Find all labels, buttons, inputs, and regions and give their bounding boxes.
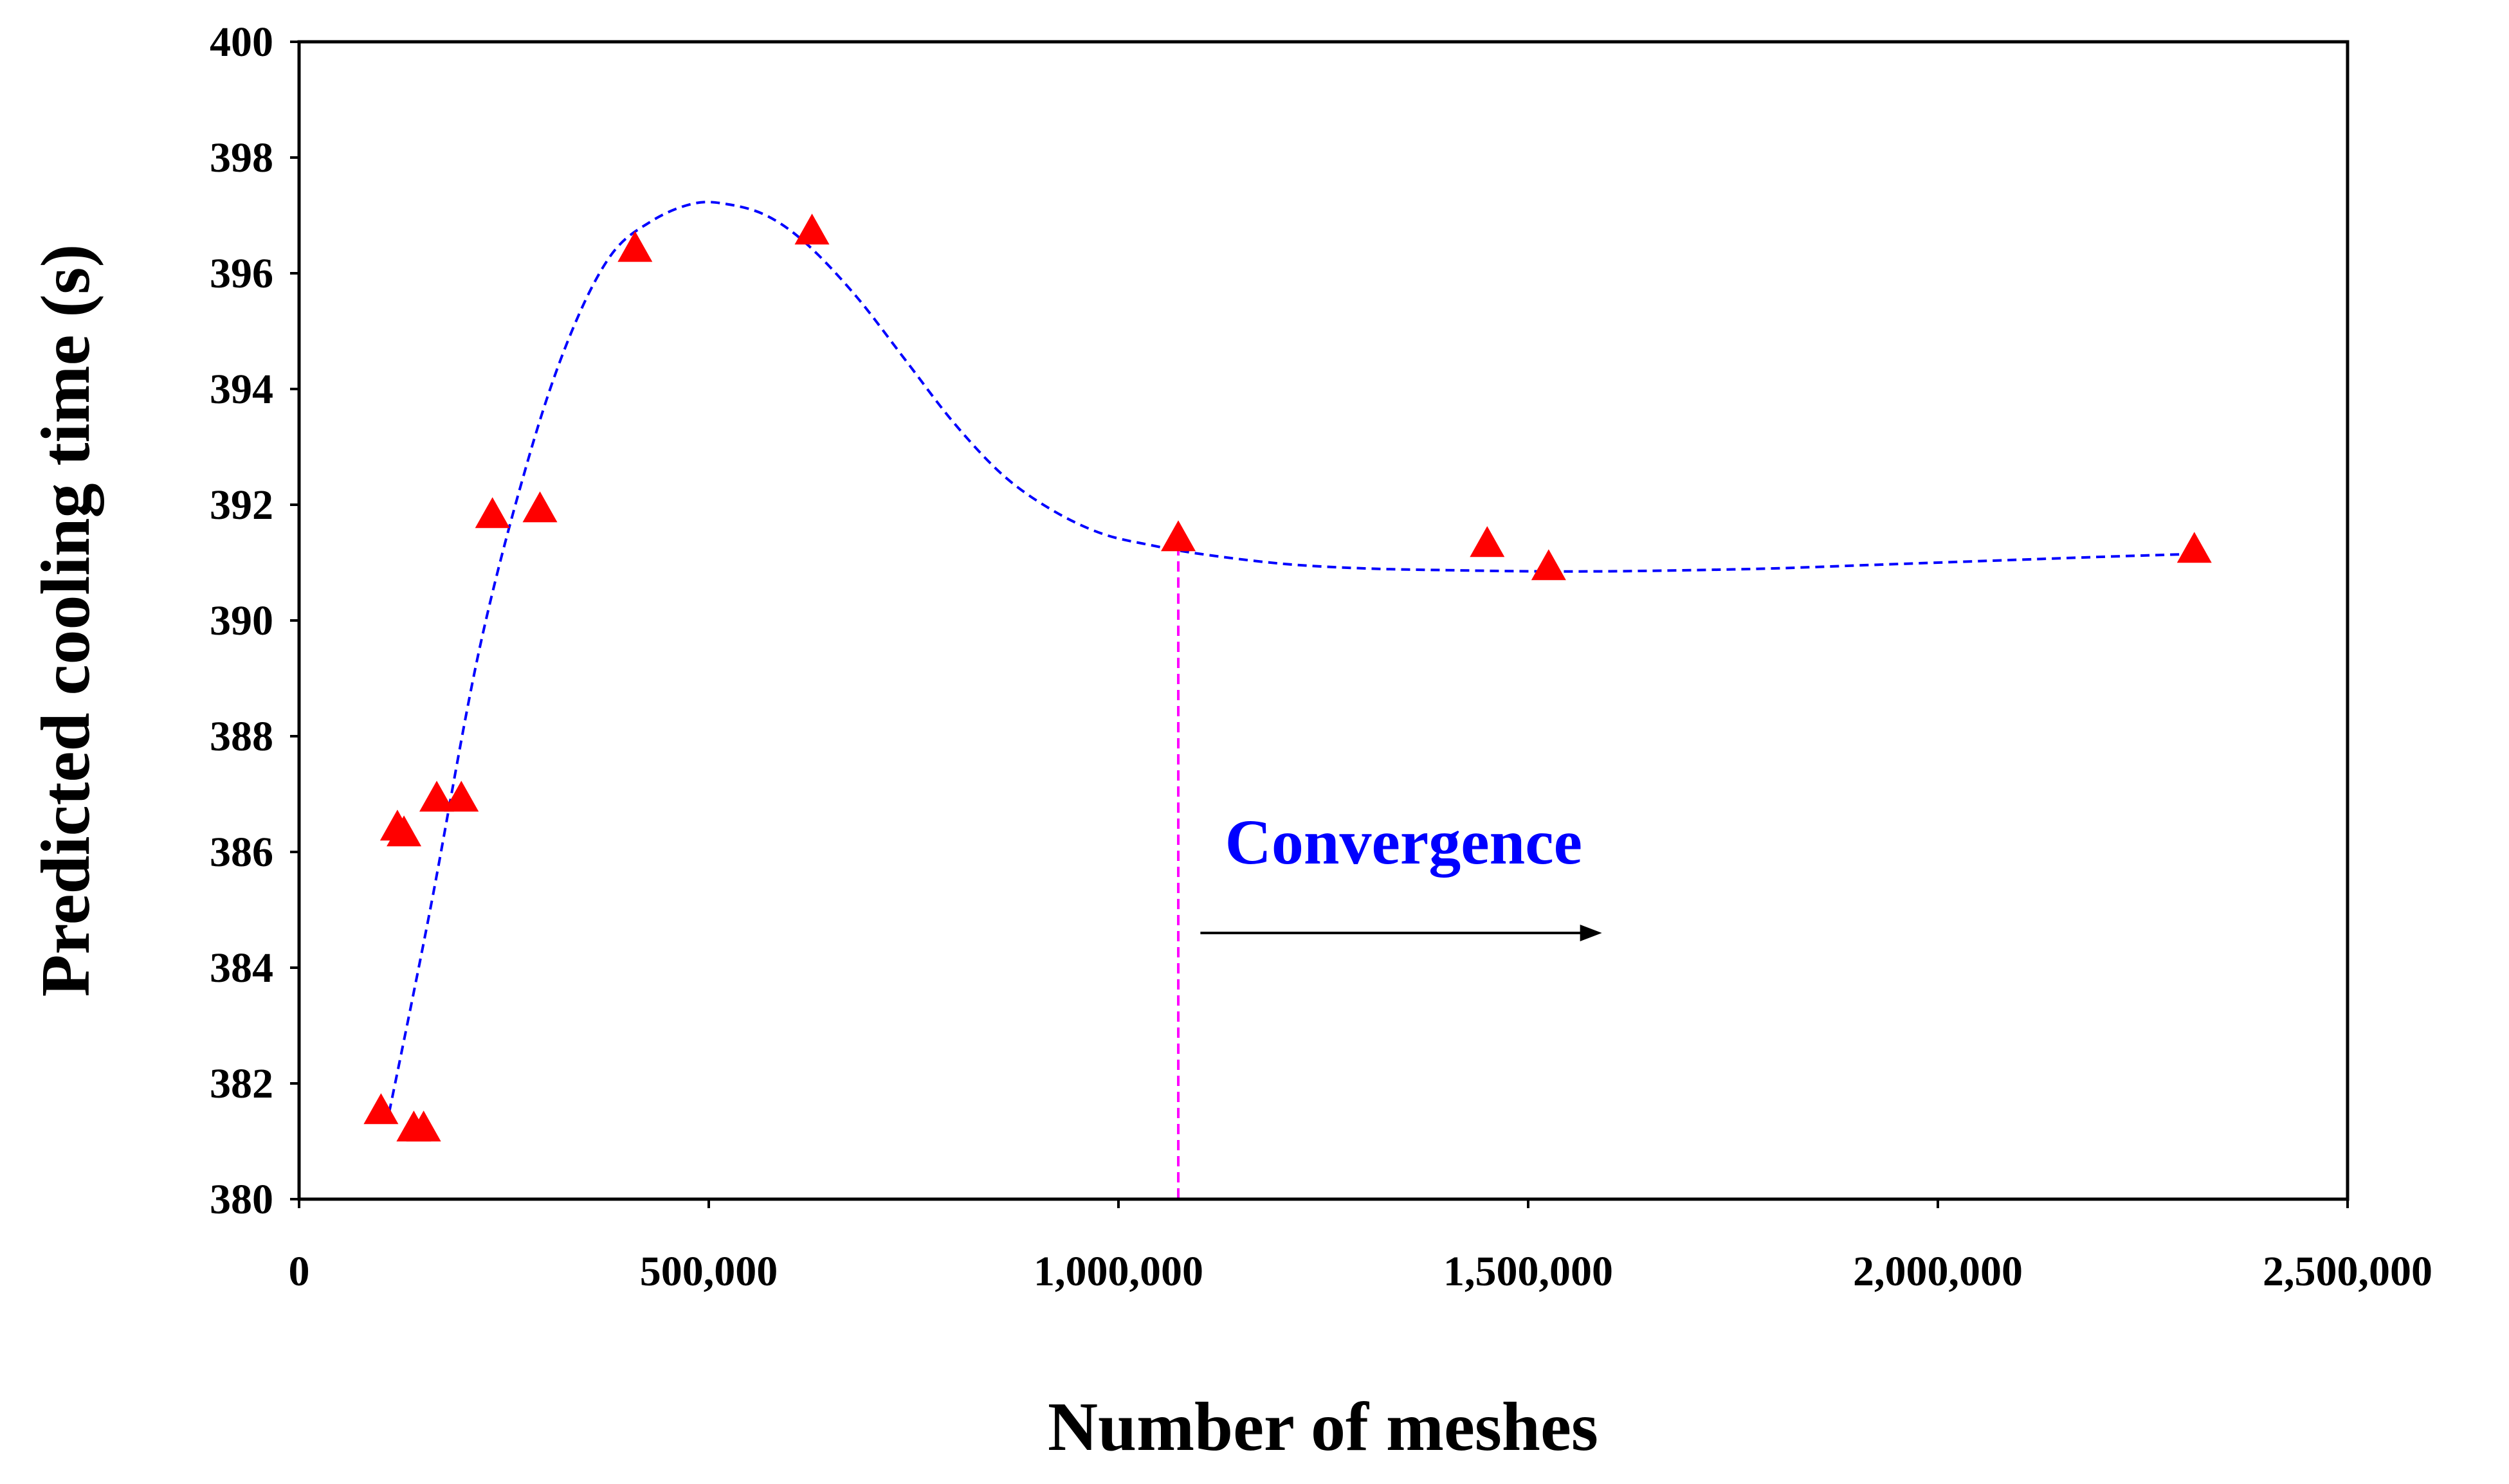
x-tick-label: 500,000	[640, 1248, 778, 1295]
data-point-triangle	[617, 231, 653, 262]
x-tick-label: 2,000,000	[1853, 1248, 2023, 1295]
y-tick-label: 380	[210, 1176, 273, 1223]
data-point-triangle	[444, 781, 479, 812]
x-tick-label: 2,500,000	[2263, 1248, 2432, 1295]
annotation-layer: Convergence	[1177, 545, 1602, 1199]
data-point-triangle	[475, 497, 510, 529]
data-point-triangle	[1470, 526, 1505, 557]
marker-layer	[363, 213, 2212, 1142]
data-point-triangle	[387, 815, 422, 847]
data-point-triangle	[794, 213, 830, 245]
y-tick-label: 400	[210, 19, 273, 66]
convergence-arrow-head	[1580, 925, 1602, 941]
convergence-label: Convergence	[1225, 806, 1582, 878]
y-tick-label: 398	[210, 134, 273, 181]
data-point-triangle	[2176, 532, 2212, 563]
x-tick-label: 1,500,000	[1443, 1248, 1613, 1295]
x-tick-label: 1,000,000	[1034, 1248, 1203, 1295]
y-tick-label: 392	[210, 482, 273, 529]
data-point-triangle	[419, 781, 455, 812]
y-axis-title: Predicted cooling time (s)	[28, 244, 104, 997]
trend-curve	[388, 201, 2194, 1113]
y-tick-label: 394	[210, 366, 273, 413]
plot-area-frame	[297, 40, 2349, 1201]
data-point-triangle	[522, 491, 558, 523]
y-tick-label: 386	[210, 829, 273, 876]
x-axis-title: Number of meshes	[1048, 1389, 1598, 1465]
data-point-triangle	[363, 1093, 399, 1125]
y-tick-label: 396	[210, 250, 273, 297]
curve-layer	[388, 201, 2194, 1113]
y-tick-label: 388	[210, 713, 273, 760]
x-tick-label: 0	[289, 1248, 310, 1295]
data-point-triangle	[406, 1110, 441, 1142]
y-tick-label: 384	[210, 945, 273, 991]
data-point-triangle	[1161, 520, 1196, 552]
ticks-layer: 0 500,000 1,000,000 1,500,000 2,000,000 2,500…	[210, 19, 2432, 1295]
y-tick-label: 382	[210, 1060, 273, 1107]
data-point-triangle	[1531, 549, 1566, 581]
y-tick-label: 390	[210, 597, 273, 644]
